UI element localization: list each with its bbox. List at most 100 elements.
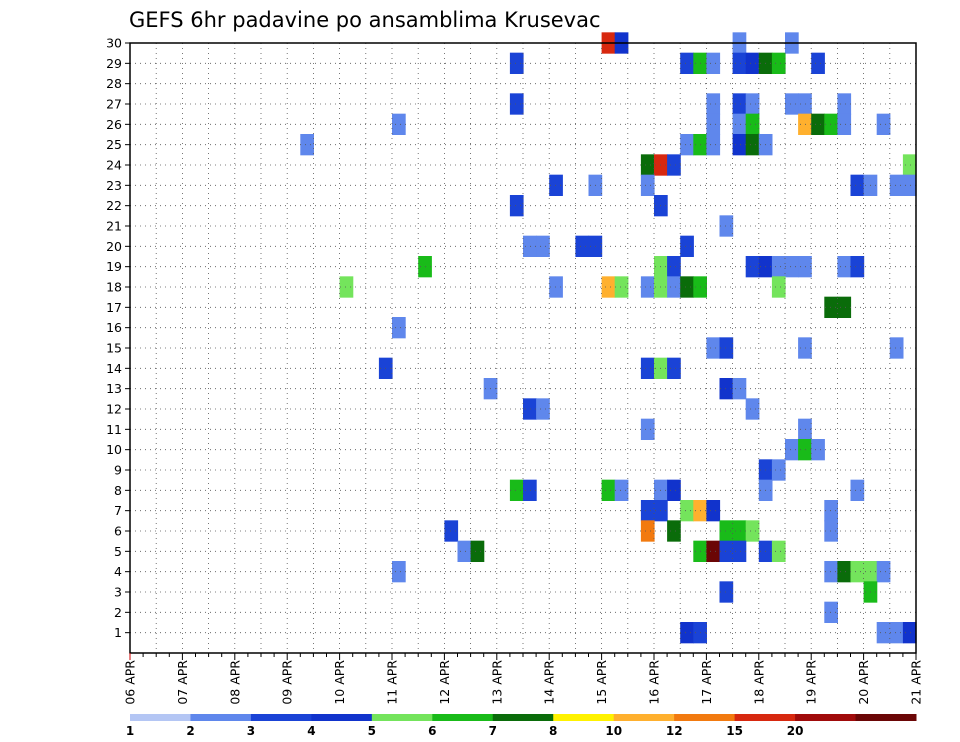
heatmap-cell (536, 235, 550, 257)
x-tick-label: 19 APR (804, 660, 819, 705)
heatmap-cell (785, 93, 799, 115)
y-axis: 1234567891011121314151617181920212223242… (106, 36, 130, 640)
heatmap-cell (601, 479, 616, 501)
heatmap-cell (640, 520, 655, 542)
colorbar-label: 15 (726, 724, 743, 738)
y-tick-label: 18 (106, 280, 122, 295)
x-tick-label: 20 APR (856, 660, 871, 705)
heatmap-cell (706, 337, 721, 359)
y-tick-label: 24 (106, 158, 122, 173)
heatmap-cell (444, 520, 459, 542)
colorbar-label: 7 (489, 724, 497, 738)
x-tick-label: 12 APR (437, 660, 452, 705)
heatmap-cell (667, 256, 681, 278)
colorbar-segment (130, 714, 191, 721)
colorbar-segment (553, 714, 615, 721)
y-tick-label: 19 (106, 259, 122, 274)
heatmap-cell (771, 459, 786, 481)
heatmap-cell (732, 520, 747, 542)
y-tick-label: 7 (114, 503, 122, 518)
y-tick-label: 13 (106, 381, 122, 396)
heatmap-cell (392, 113, 406, 135)
y-tick-label: 27 (106, 97, 122, 112)
heatmap-cell (680, 500, 694, 522)
x-tick-label: 07 APR (175, 660, 190, 705)
colorbar-label: 1 (126, 724, 134, 738)
heatmap-cell (575, 235, 590, 257)
colorbar-label: 3 (247, 724, 255, 738)
heatmap-cell (811, 52, 825, 74)
colorbar: 1 2 3 4 5 6 7 8 10 12 15 20 (126, 714, 917, 738)
heatmap-cell (850, 479, 865, 501)
colorbar-label: 8 (549, 724, 557, 738)
x-tick-label: 15 APR (594, 660, 609, 705)
heatmap-cell (640, 418, 655, 440)
heatmap-cell (745, 256, 760, 278)
grid-lines (129, 42, 917, 653)
colorbar-label: 10 (605, 724, 622, 738)
heatmap-cell (706, 134, 721, 156)
heatmap-cell (771, 540, 786, 562)
x-tick-label: 06 APR (123, 660, 138, 705)
heatmap-cell (680, 622, 694, 644)
x-tick-label: 18 APR (751, 660, 766, 705)
y-tick-label: 28 (106, 76, 122, 91)
x-tick-label: 10 APR (332, 660, 347, 705)
colorbar-segment (492, 714, 554, 721)
heatmap-cell (850, 256, 865, 278)
heatmap-cell (889, 174, 904, 196)
colorbar-segment (855, 714, 917, 721)
colorbar-segment (613, 714, 675, 721)
heatmap-cell (536, 398, 550, 420)
heatmap-cell (549, 276, 563, 298)
colorbar-segment (190, 714, 252, 721)
heatmap-cell (509, 195, 524, 217)
y-tick-label: 4 (114, 564, 122, 579)
heatmap-cell (339, 276, 354, 298)
heatmap-cell (667, 154, 681, 176)
heatmap-cell (470, 540, 485, 562)
heatmap-cell (745, 52, 760, 74)
y-tick-label: 2 (114, 605, 122, 620)
heatmap-cell (798, 337, 812, 359)
heatmap-cell (732, 113, 747, 135)
heatmap-cell (706, 52, 721, 74)
heatmap-cell (640, 500, 655, 522)
y-tick-label: 15 (106, 341, 122, 356)
heatmap-cell (732, 540, 747, 562)
colorbar-label: 4 (307, 724, 315, 738)
colorbar-segment (674, 714, 736, 721)
heatmap-cell (837, 256, 852, 278)
y-tick-label: 22 (106, 198, 122, 213)
chart-title: GEFS 6hr padavine po ansamblima Krusevac (129, 8, 601, 32)
heatmap-cell (798, 418, 812, 440)
heatmap-cell (771, 256, 786, 278)
heatmap-cell (680, 134, 694, 156)
heatmap-cell (640, 154, 655, 176)
y-tick-label: 12 (106, 402, 122, 417)
heatmap-cell (719, 215, 734, 237)
heatmap-cell (601, 276, 616, 298)
heatmap-cell (300, 134, 314, 156)
colorbar-segment (734, 714, 796, 721)
heatmap-cell (889, 622, 904, 644)
x-tick-label: 08 APR (227, 660, 242, 705)
heatmap-cell (732, 134, 747, 156)
heatmap-cell (745, 520, 760, 542)
x-tick-label: 16 APR (647, 660, 662, 705)
x-tick-label: 21 APR (909, 660, 924, 705)
heatmap-cell (902, 622, 917, 644)
heatmap-cell (876, 622, 891, 644)
heatmap-cell (824, 113, 838, 135)
heatmap-cell (771, 52, 786, 74)
heatmap-cell (523, 235, 537, 257)
heatmap-cell (876, 561, 891, 583)
heatmap-cell (798, 93, 812, 115)
y-tick-label: 20 (106, 239, 122, 254)
heatmap-cell (785, 256, 799, 278)
heatmap-cell (706, 113, 721, 135)
y-tick-label: 29 (106, 56, 122, 71)
heatmap-cell (732, 378, 747, 400)
heatmap-cell (706, 500, 721, 522)
